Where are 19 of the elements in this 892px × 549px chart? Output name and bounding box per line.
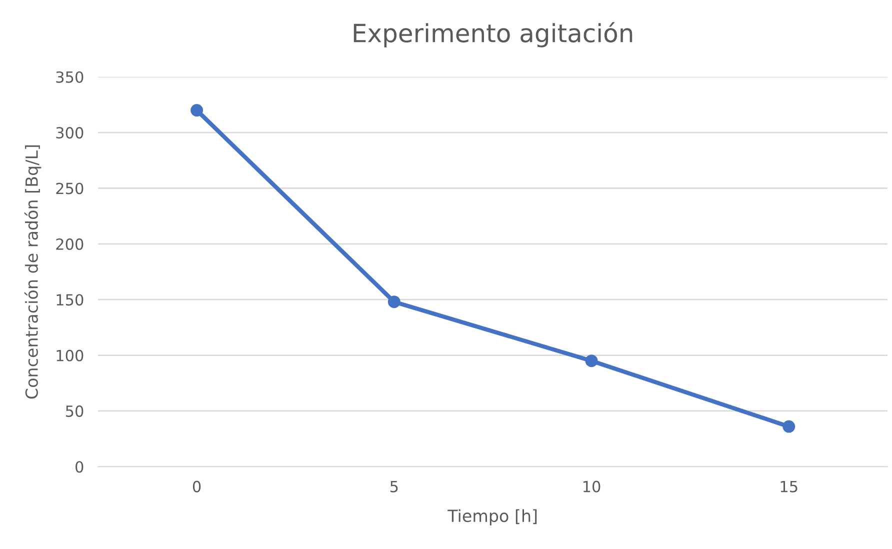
y-tick-label: 350 [56, 71, 84, 83]
point [782, 420, 796, 433]
y-tick-label: 150 [56, 294, 84, 306]
y-axis-title: Concentración de radón [Bq/L] [24, 145, 42, 399]
x-tick-label: 10 [583, 480, 600, 492]
y-tick-label: 200 [56, 238, 84, 250]
chart-title: Experimento agitación [354, 22, 632, 48]
y-tick-label: 100 [56, 350, 84, 362]
y-tick-label: 50 [66, 405, 84, 417]
point [388, 296, 400, 308]
y-tick-label: 250 [56, 182, 84, 194]
y-tick-label: 0 [76, 461, 84, 473]
point [190, 104, 204, 117]
point [585, 354, 598, 368]
y-tick-label: 300 [56, 127, 84, 139]
x-tick-label: 0 [192, 480, 201, 492]
x-axis-title: Tiempo [h] [448, 509, 537, 526]
x-tick-label: 5 [390, 481, 398, 492]
x-tick-label: 15 [780, 481, 798, 492]
